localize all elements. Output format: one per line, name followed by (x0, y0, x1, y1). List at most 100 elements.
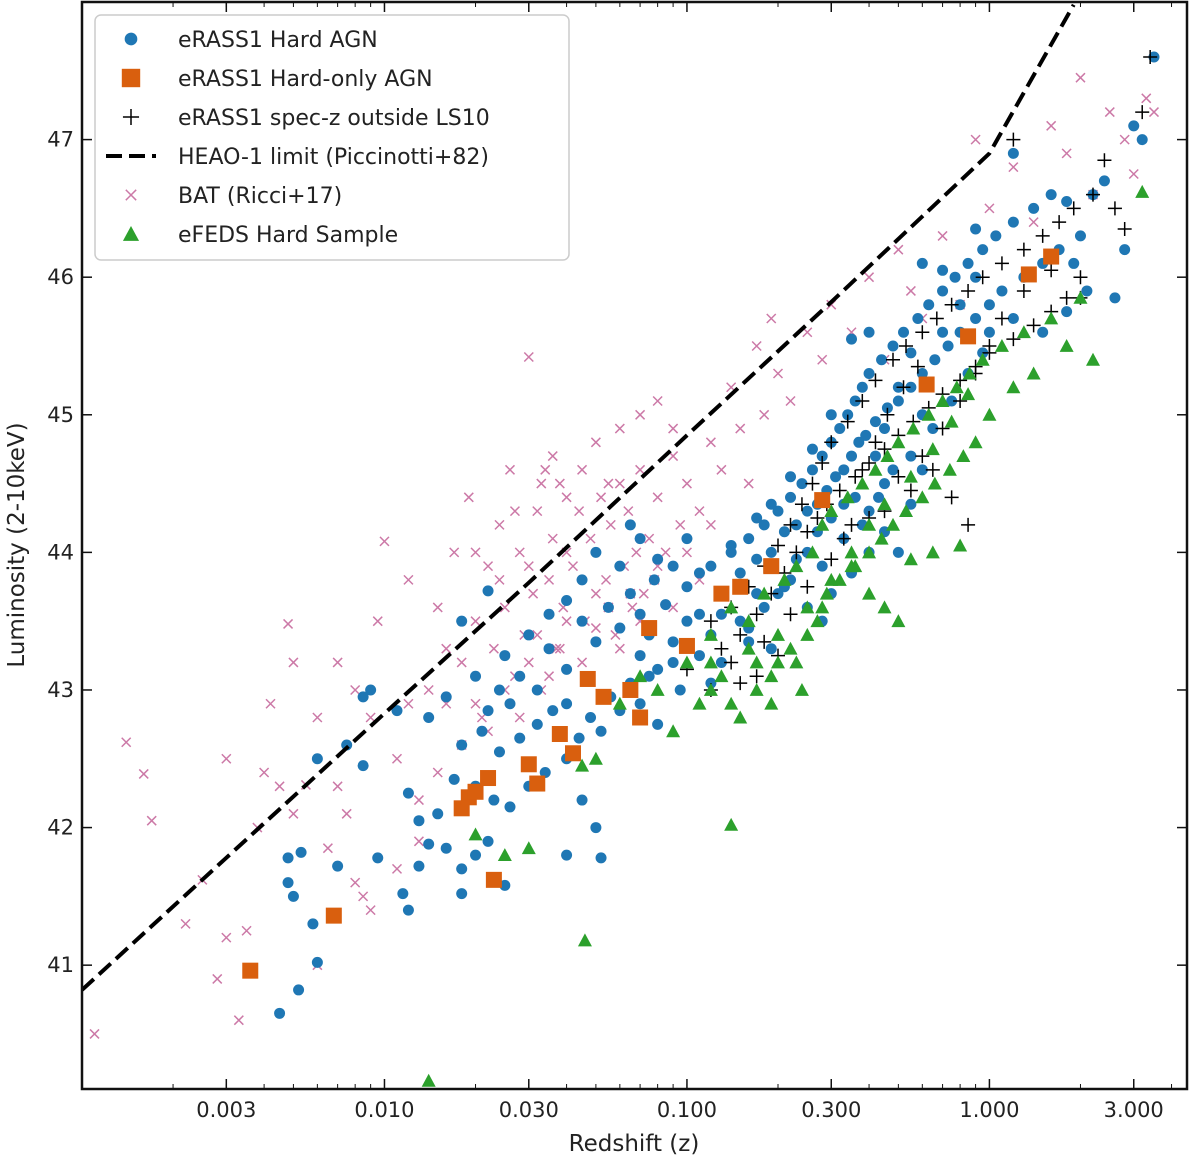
point-x (574, 506, 585, 517)
point-x (413, 836, 424, 847)
point-triangle (840, 490, 855, 504)
point-plus (855, 462, 870, 477)
point-plus (891, 469, 906, 484)
point-circle (1037, 326, 1049, 338)
point-x (1046, 120, 1057, 131)
point-circle (1007, 216, 1019, 228)
point-circle (681, 581, 693, 593)
point-circle (983, 299, 995, 311)
point-circle (482, 705, 494, 717)
point-plus (961, 517, 976, 532)
point-circle (365, 684, 377, 696)
point-plus (714, 641, 729, 656)
point-x (274, 781, 285, 792)
point-circle (674, 684, 686, 696)
point-triangle (903, 469, 918, 483)
point-triangle (521, 841, 536, 855)
point-x (561, 492, 572, 503)
point-triangle (877, 497, 892, 511)
point-plus (910, 359, 925, 374)
point-triangle (1044, 311, 1059, 325)
point-circle (954, 299, 966, 311)
point-x (547, 451, 558, 462)
point-x (332, 657, 343, 668)
point-circle (311, 956, 323, 968)
point-circle (504, 698, 516, 710)
point-circle (838, 464, 850, 476)
point-circle (1098, 175, 1110, 187)
legend-label: HEAO-1 limit (Piccinotti+82) (178, 145, 489, 170)
point-x (652, 395, 663, 407)
point-triangle (921, 407, 936, 421)
point-triangle (703, 682, 718, 696)
point-x (590, 588, 601, 599)
point-circle (667, 656, 679, 668)
point-x (635, 464, 646, 475)
point-triangle (1016, 325, 1031, 339)
point-x (212, 973, 223, 984)
point-circle (391, 705, 403, 717)
point-triangle (862, 545, 877, 559)
point-circle (970, 223, 982, 235)
point-x (600, 574, 612, 585)
point-x (523, 351, 534, 363)
point-triangle (844, 545, 859, 559)
point-circle (576, 574, 588, 586)
point-circle (905, 498, 917, 510)
point-circle (531, 718, 543, 730)
point-circle (778, 526, 790, 538)
point-x (494, 574, 505, 585)
point-triangle (899, 504, 914, 518)
point-circle (573, 732, 585, 744)
point-triangle (1085, 352, 1100, 366)
point-circle (493, 746, 505, 758)
point-circle (614, 560, 626, 572)
point-circle (887, 340, 899, 352)
point-triangle (749, 655, 764, 669)
point-circle (576, 794, 588, 806)
point-triangle (749, 682, 764, 696)
point-circle (357, 691, 369, 703)
point-circle (758, 519, 770, 531)
point-square (632, 709, 649, 726)
point-circle (693, 608, 705, 620)
point-plus (862, 455, 877, 470)
point-circle (456, 888, 468, 900)
point-x (532, 629, 543, 640)
point-circle (634, 533, 646, 545)
point-plus (836, 531, 851, 546)
point-circle (937, 326, 949, 338)
point-triangle (771, 655, 786, 669)
point-circle (543, 643, 555, 655)
point-circle (1045, 189, 1057, 201)
point-plus (935, 421, 950, 436)
point-circle (652, 718, 664, 730)
point-x (984, 203, 995, 214)
point-x (772, 368, 784, 379)
point-square (564, 745, 581, 762)
point-x (265, 698, 276, 709)
point-circle (432, 808, 444, 820)
point-triangle (1059, 338, 1074, 352)
point-triangle (915, 490, 930, 504)
point-circle (905, 347, 917, 359)
point-x (121, 737, 132, 748)
point-circle (942, 340, 954, 352)
point-circle (806, 443, 818, 455)
point-x (681, 478, 692, 489)
point-plus (848, 469, 863, 484)
point-circle (402, 904, 414, 916)
point-circle (311, 753, 323, 765)
point-plus (944, 490, 959, 505)
point-circle (448, 773, 460, 785)
point-x (644, 533, 655, 544)
point-circle (282, 852, 294, 864)
point-x (1028, 217, 1039, 228)
point-triangle (927, 476, 942, 490)
point-circle (715, 608, 727, 620)
point-x (660, 547, 671, 558)
point-circle (624, 588, 636, 600)
point-circle (927, 423, 939, 435)
point-circle (274, 1007, 286, 1019)
point-circle (996, 285, 1008, 297)
